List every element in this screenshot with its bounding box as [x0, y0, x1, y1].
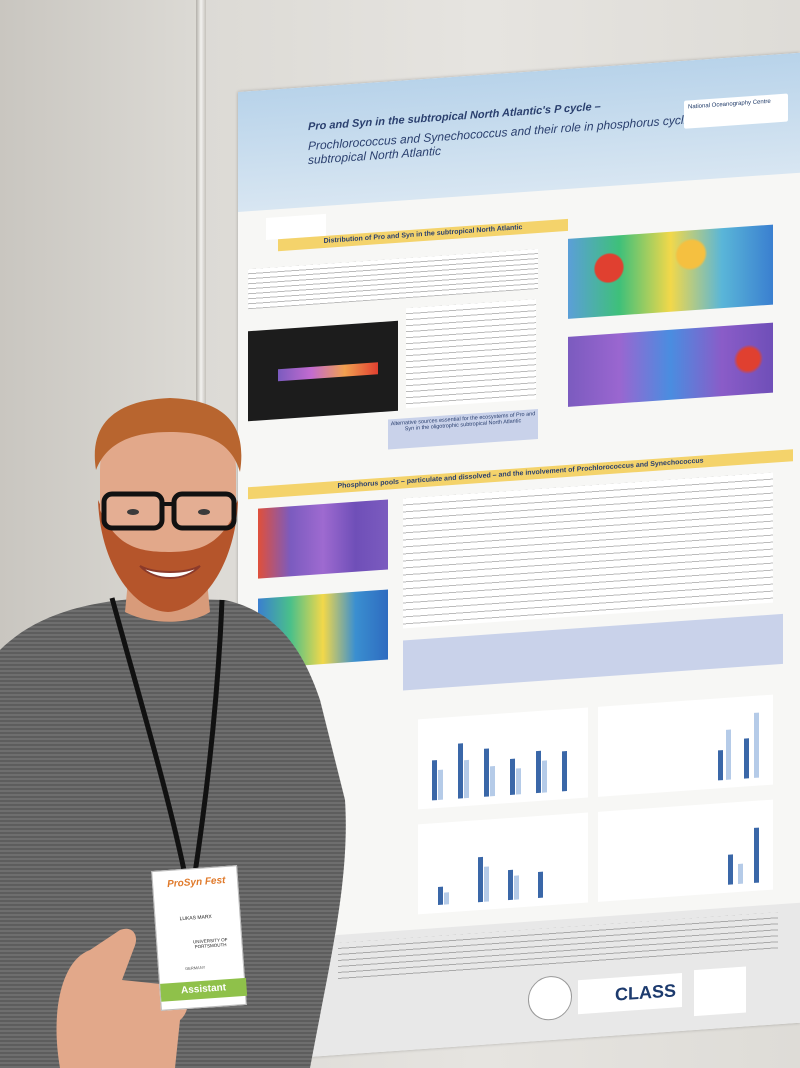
chart-bar [726, 729, 731, 780]
project-logo [694, 966, 746, 1017]
badge-role-stripe: Assistant [160, 977, 248, 1002]
chart-bar [444, 892, 449, 905]
badge-organisation: UNIVERSITY OF PORTSMOUTH [192, 937, 228, 950]
bar-chart-b [598, 694, 773, 797]
bar-chart-a [418, 707, 588, 810]
bar-chart-d [598, 799, 773, 902]
chart-bar [516, 768, 521, 795]
heatmap-b [568, 322, 773, 407]
experiment-box [403, 613, 783, 691]
chart-bar [478, 856, 483, 903]
badge-name: LUKAS MARX [179, 914, 213, 923]
chart-bar [728, 854, 733, 885]
chart-bar [754, 712, 759, 778]
heatmap-a [568, 224, 773, 319]
chart-bar [536, 750, 541, 794]
chart-bar [542, 760, 547, 793]
chart-bar [562, 750, 567, 792]
society-seal-icon [528, 974, 572, 1022]
chart-bar [484, 866, 489, 902]
transect-map [248, 320, 398, 422]
badge-country: GERMANY [184, 964, 206, 972]
chart-bar [464, 759, 469, 799]
intro-text [248, 249, 538, 310]
results-text [403, 472, 773, 629]
methods-text [406, 299, 536, 409]
chart-bar [458, 743, 463, 799]
chart-bar [490, 766, 495, 797]
badge-event-logo: ProSyn Fest [166, 875, 226, 891]
chart-bar [432, 760, 437, 801]
chart-bar [718, 750, 723, 781]
scientific-poster: Pro and Syn in the subtropical North Atl… [238, 52, 800, 1063]
heatmap-c [258, 499, 388, 579]
chart-bar [514, 875, 519, 900]
chart-bar [738, 863, 743, 885]
chart-bar [438, 769, 443, 801]
chart-bar [484, 748, 489, 797]
bar-chart-c [418, 812, 588, 915]
heatmap-d [258, 589, 388, 669]
chart-bar [508, 869, 513, 901]
chart-bar [438, 886, 443, 906]
callout-box: Alternative sources essential for the ec… [388, 409, 538, 450]
transect-line [278, 362, 378, 382]
class-logo: CLASS [578, 972, 682, 1015]
name-badge: ProSyn Fest LUKAS MARX UNIVERSITY OF POR… [151, 865, 248, 1011]
wall-label [206, 148, 240, 162]
noc-logo: National Oceanography Centre [684, 93, 788, 129]
chart-bar [510, 758, 515, 795]
chart-bar [754, 827, 759, 883]
chart-bar [538, 871, 543, 899]
chart-bar [744, 738, 749, 779]
noc-logo-text: National Oceanography Centre [688, 98, 771, 111]
